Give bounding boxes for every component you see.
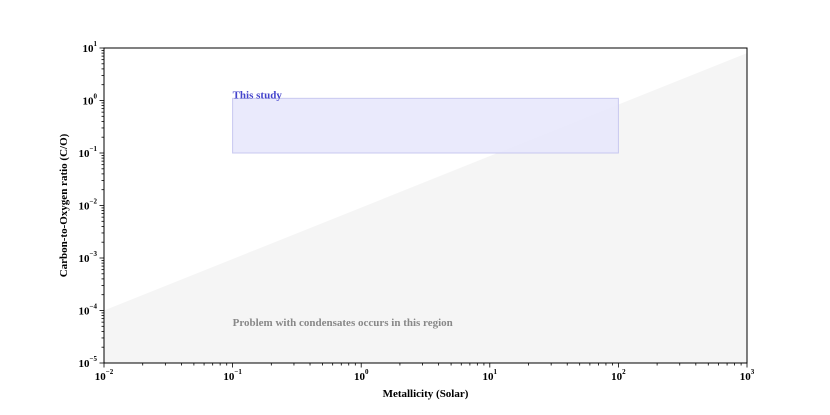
x-tick-label: 10−2 <box>95 368 114 383</box>
plot-area <box>103 47 748 364</box>
y-tick-label: 10−2 <box>79 198 98 213</box>
y-axis-ticks: 10−5 10−4 10−3 10−2 10−1 100 101 <box>79 40 104 370</box>
x-axis-label: Metallicity (Solar) <box>383 388 469 400</box>
x-tick-label: 101 <box>483 368 498 383</box>
x-tick-label: 10−1 <box>223 368 242 383</box>
y-tick-label: 10−5 <box>79 355 98 370</box>
y-tick-label: 10−1 <box>79 145 98 160</box>
y-axis-label: Carbon-to-Oxygen ratio (C/O) <box>58 133 70 277</box>
x-tick-label: 103 <box>740 368 755 383</box>
this-study-rect <box>232 97 619 154</box>
y-tick-label: 101 <box>83 40 98 55</box>
x-tick-label: 102 <box>611 368 626 383</box>
x-axis-ticks: 10−2 10−1 100 101 102 103 <box>95 363 755 383</box>
annotations: This study Problem with condensates occu… <box>233 90 453 330</box>
y-tick-label: 10−4 <box>79 303 98 318</box>
y-tick-label: 10−3 <box>79 250 98 265</box>
this-study-label: This study <box>233 90 283 102</box>
problem-region-label: Problem with condensates occurs in this … <box>233 317 453 329</box>
x-tick-label: 100 <box>354 368 369 383</box>
y-tick-label: 100 <box>83 93 98 108</box>
